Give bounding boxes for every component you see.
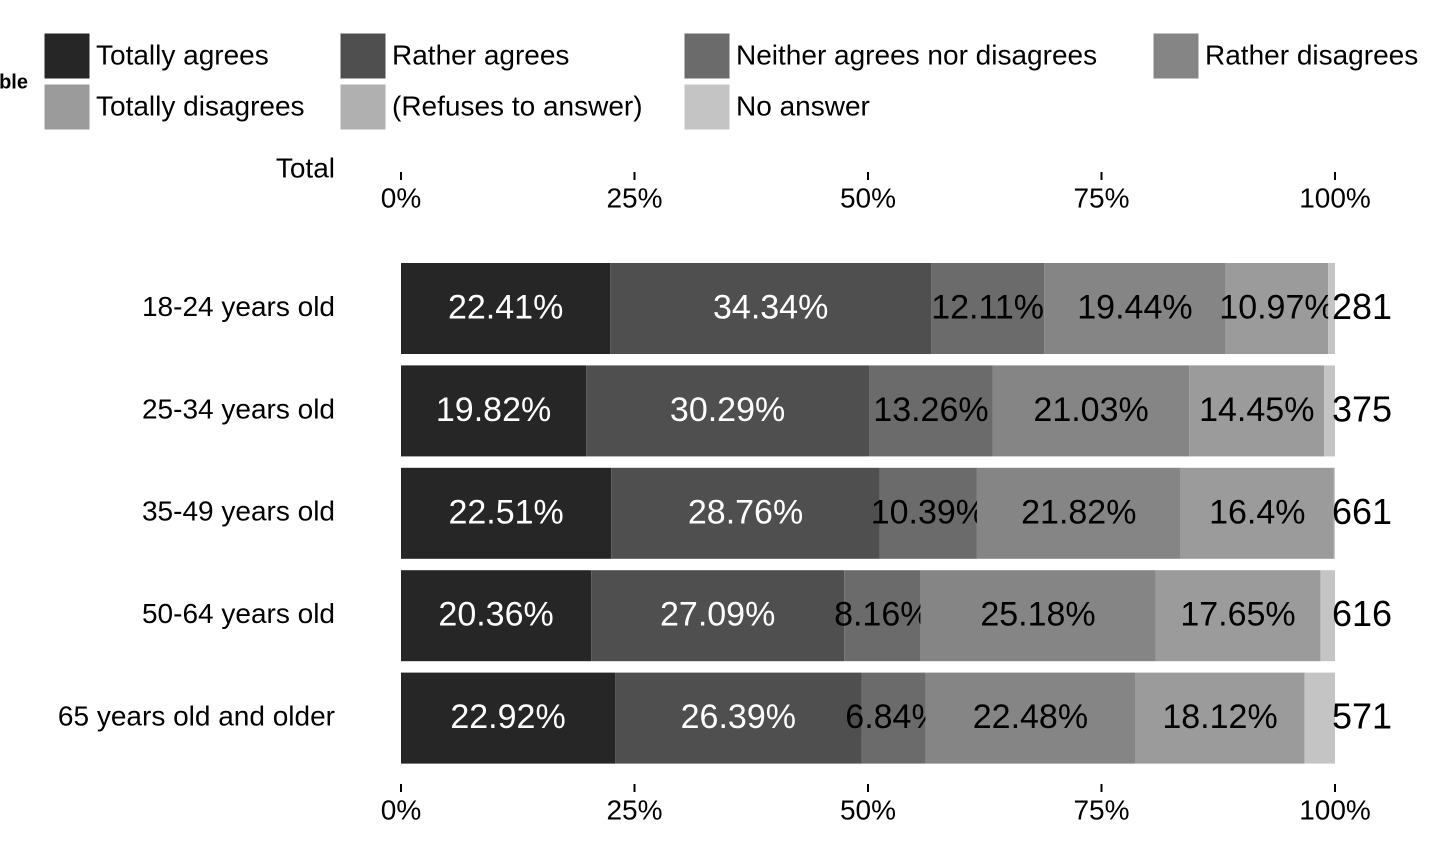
x-tick-label: 0%	[381, 182, 421, 213]
legend-title: ble	[0, 71, 28, 93]
data-label: 10.39%	[871, 493, 986, 531]
bar-segment	[610, 263, 932, 354]
data-label: 30.29%	[670, 391, 785, 429]
bar-segment	[401, 467, 612, 559]
legend-label: (Refuses to answer)	[392, 90, 643, 121]
bar-segment	[1225, 263, 1329, 354]
bar-segment	[586, 365, 870, 457]
bar-segment	[1180, 467, 1334, 559]
bar-segment	[844, 570, 921, 662]
bar-segment	[1044, 263, 1226, 354]
legend-swatch	[339, 32, 387, 80]
legend-label: Totally disagrees	[96, 90, 305, 121]
legend-swatch	[683, 32, 731, 80]
y-tick-label: 35-49 years old	[142, 496, 335, 527]
bar-segment	[976, 467, 1181, 559]
data-label: 19.82%	[436, 391, 551, 429]
data-label: 34.34%	[713, 288, 828, 326]
data-label: 19.44%	[1077, 288, 1192, 326]
data-label: 8.16%	[834, 596, 930, 634]
bar-segment	[869, 365, 993, 457]
data-label: 21.03%	[1033, 391, 1148, 429]
data-label: 20.36%	[438, 596, 553, 634]
data-label: 22.41%	[448, 288, 563, 326]
bar-segment	[1135, 672, 1305, 764]
x-tick-label: 75%	[1073, 794, 1129, 825]
x-tick-label: 25%	[606, 182, 662, 213]
total-label: 616	[1332, 593, 1392, 634]
data-label: 27.09%	[660, 596, 775, 634]
bar-segment	[611, 467, 880, 559]
y-tick-label: 65 years old and older	[58, 700, 335, 731]
y-tick-label: 50-64 years old	[142, 598, 335, 629]
bar-segment	[401, 263, 611, 354]
legend-label: No answer	[736, 90, 870, 121]
bar-segment	[1155, 570, 1321, 662]
data-label: 17.65%	[1180, 596, 1295, 634]
data-label: 13.26%	[873, 391, 988, 429]
legend-label: Rather agrees	[392, 39, 569, 70]
bar-segment	[1333, 467, 1335, 559]
bar-segment	[925, 672, 1136, 764]
data-label: 16.4%	[1209, 493, 1305, 531]
data-label: 22.92%	[450, 698, 565, 736]
total-label: 281	[1332, 286, 1392, 327]
data-label: 28.76%	[688, 493, 803, 531]
bar-segment	[1189, 365, 1325, 457]
bar-segment	[1328, 263, 1335, 354]
x-tick-label: 100%	[1299, 182, 1371, 213]
legend-label: Neither agrees nor disagrees	[736, 39, 1097, 70]
bar-segment	[1320, 570, 1335, 662]
data-label: 18.12%	[1162, 698, 1277, 736]
bar-segment	[1324, 365, 1335, 457]
legend-swatch	[43, 32, 91, 80]
bar-segment	[931, 263, 1045, 354]
data-label: 12.11%	[931, 288, 1044, 326]
legend-swatch	[43, 83, 91, 131]
bar-segment	[401, 672, 616, 764]
x-tick-label: 50%	[840, 182, 896, 213]
bar-segment	[401, 570, 592, 662]
x-tick-label: 75%	[1073, 182, 1129, 213]
bar-segment	[591, 570, 845, 662]
total-label: 661	[1332, 491, 1392, 532]
bar-segment	[992, 365, 1190, 457]
x-tick-label: 25%	[606, 794, 662, 825]
data-label: 22.48%	[973, 698, 1088, 736]
total-label: 375	[1332, 388, 1392, 429]
bar-segment	[861, 672, 926, 764]
x-tick-label: 50%	[840, 794, 896, 825]
legend-swatch	[683, 83, 731, 131]
data-label: 10.97%	[1219, 288, 1334, 326]
legend-swatch	[339, 83, 387, 131]
data-label: 21.82%	[1021, 493, 1136, 531]
y-tick-label: 25-34 years old	[142, 393, 335, 424]
x-tick-label: 0%	[381, 794, 421, 825]
data-label: 25.18%	[980, 596, 1095, 634]
y-tick-label: 18-24 years old	[142, 291, 335, 322]
legend-label: Totally agrees	[96, 39, 269, 70]
data-label: 14.45%	[1199, 391, 1314, 429]
bar-segment	[401, 365, 587, 457]
total-label: 571	[1332, 696, 1392, 737]
legend-swatch	[1152, 32, 1200, 80]
data-label: 22.51%	[448, 493, 563, 531]
bar-segment	[920, 570, 1156, 662]
data-label: 26.39%	[681, 698, 796, 736]
bar-segment	[1304, 672, 1335, 764]
totals-header: Total	[276, 152, 335, 183]
bar-segment	[615, 672, 862, 764]
bar-segment	[879, 467, 977, 559]
legend-label: Rather disagrees	[1205, 39, 1418, 70]
x-tick-label: 100%	[1299, 794, 1371, 825]
